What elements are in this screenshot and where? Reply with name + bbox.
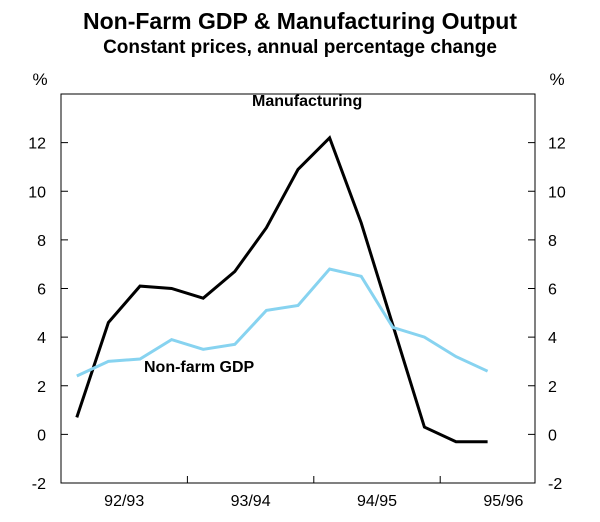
x-tick-label: 92/93: [104, 493, 144, 510]
y-tick-label-left: 2: [37, 379, 46, 396]
x-tick-label: 94/95: [357, 493, 397, 510]
y-unit-right: %: [549, 70, 564, 89]
series-line-manufacturing: [75, 135, 488, 444]
plot-frame: [60, 93, 536, 484]
tick-layer: -2 -2 0 0 2 2 4 4 6 6 8 8 10 10 12 12 92/93 93/94 94/95 95/…: [28, 136, 566, 510]
series-label-non-farm-gdp: Non-farm GDP: [144, 359, 255, 376]
series-label-manufacturing: Manufacturing: [252, 93, 362, 110]
y-unit-left: %: [32, 70, 47, 89]
y-tick-label-left: 12: [28, 136, 46, 153]
y-tick-label-left: 6: [37, 282, 46, 299]
y-tick-label-left: 4: [37, 330, 46, 347]
y-tick-label-right: 12: [548, 136, 566, 153]
y-tick-label-right: 10: [548, 184, 566, 201]
x-tick-label: 93/94: [231, 493, 271, 510]
y-tick-label-right: 8: [548, 233, 557, 250]
y-tick-label-left: 0: [37, 427, 46, 444]
chart-subtitle: Constant prices, annual percentage chang…: [103, 37, 497, 58]
y-tick-label-right: 6: [548, 282, 557, 299]
y-tick-label-right: 0: [548, 427, 557, 444]
y-tick-label-right: -2: [548, 476, 562, 493]
series-layer: [75, 135, 489, 444]
x-tick-label: 95/96: [483, 493, 523, 510]
series-line-non-farm-gdp: [76, 267, 489, 378]
chart-title: Non-Farm GDP & Manufacturing Output: [82, 8, 517, 34]
y-tick-label-right: 2: [548, 379, 557, 396]
y-tick-label-left: 10: [28, 184, 46, 201]
y-tick-label-left: -2: [32, 476, 46, 493]
y-tick-label-right: 4: [548, 330, 557, 347]
y-tick-label-left: 8: [37, 233, 46, 250]
